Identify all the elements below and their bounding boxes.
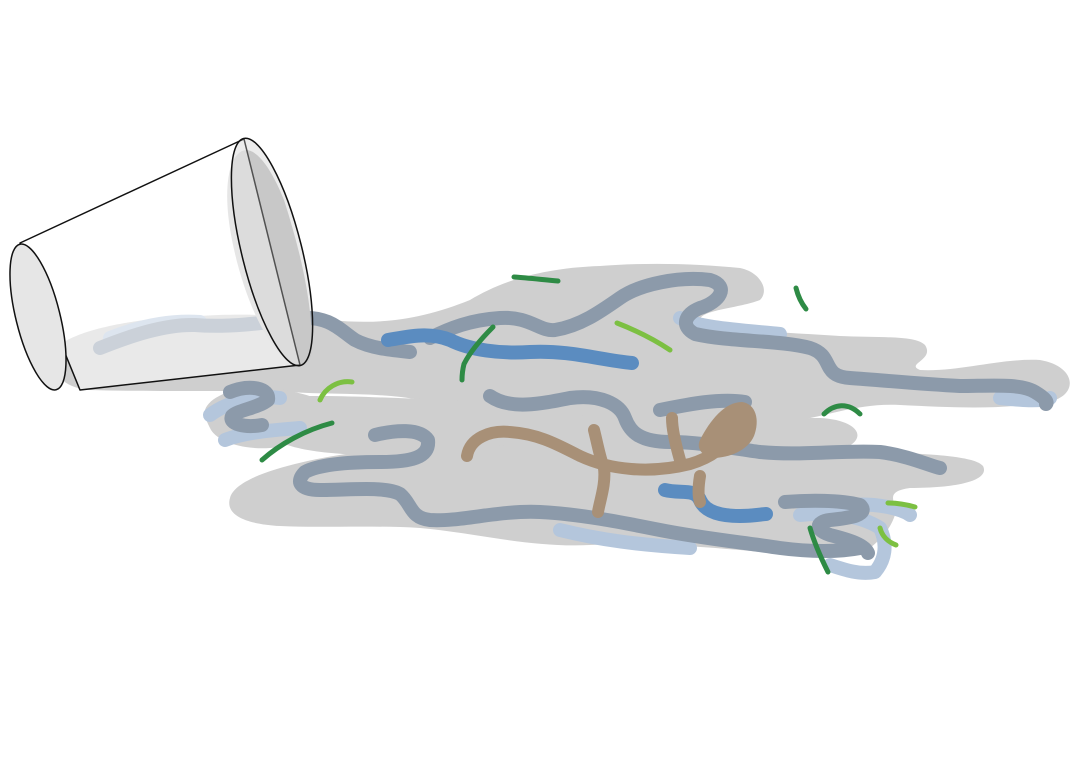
twig-branch (666, 412, 686, 466)
water-trail (653, 393, 752, 417)
water-trail (293, 424, 867, 558)
twig-branch (588, 424, 611, 518)
twig (461, 402, 757, 518)
water-trail (423, 271, 1054, 411)
cup (9, 137, 314, 391)
grass-clipping (614, 320, 673, 353)
grass-clipping (807, 525, 831, 575)
twig-branch (692, 470, 706, 508)
water-blue-streaks (381, 328, 773, 523)
grass-clipping (877, 525, 899, 548)
cup-base (9, 243, 67, 391)
grass-clipping (259, 420, 335, 463)
grass-clipping (821, 403, 863, 417)
water-trail (223, 380, 275, 433)
grass-clipping (317, 379, 355, 403)
grass-clipping (459, 324, 496, 383)
grass-clipping (885, 500, 918, 510)
water-streak-blue (658, 483, 773, 523)
grass-clipping (511, 274, 561, 284)
grass-clipping (793, 285, 809, 312)
water-streak-light (553, 523, 697, 555)
water-streak-blue (381, 328, 639, 370)
water-trail (778, 493, 875, 560)
twig-branch (461, 425, 738, 476)
cup-rim (230, 137, 314, 367)
twig-end (698, 402, 757, 458)
grass-clippings (259, 274, 918, 575)
